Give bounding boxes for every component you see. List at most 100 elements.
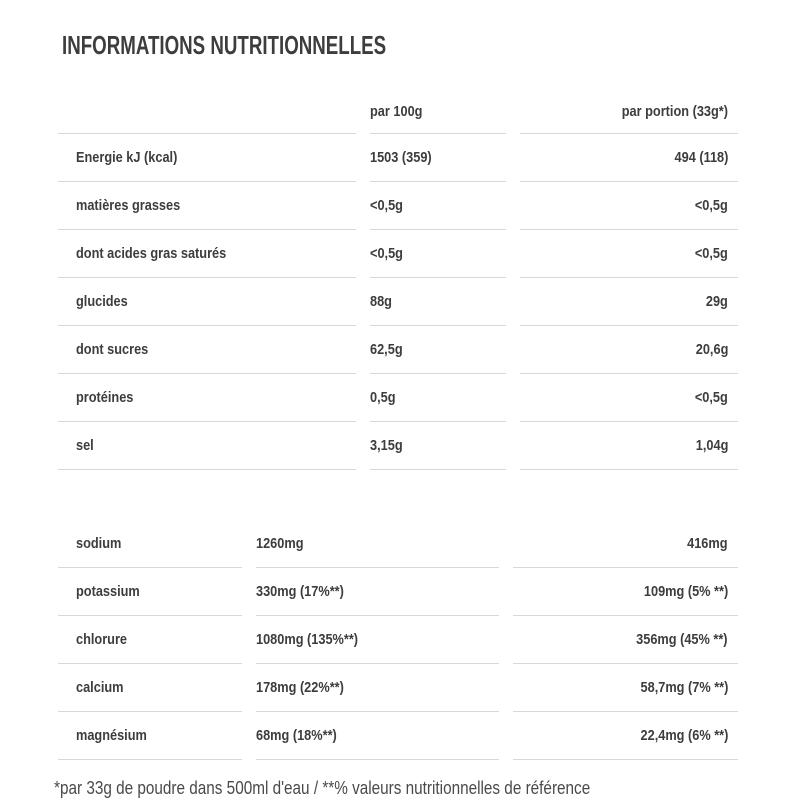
per100g-cell: <0,5g <box>370 230 506 278</box>
row-label: glucides <box>76 293 128 310</box>
column-gap <box>506 278 520 326</box>
table-row-glucides: glucides 88g 29g <box>58 278 738 326</box>
value-per-portion: 58,7mg (7% **) <box>640 679 728 696</box>
column-gap <box>242 520 256 568</box>
per100g-cell: 1503 (359) <box>370 134 506 182</box>
value-per-100g: 330mg (17%**) <box>256 583 344 600</box>
label-cell: magnésium <box>58 712 242 760</box>
value-per-portion: 109mg (5% **) <box>643 583 728 600</box>
value-per-100g: 88g <box>370 293 392 310</box>
portion-cell: 416mg <box>513 520 738 568</box>
column-gap <box>506 134 520 182</box>
row-label: calcium <box>76 679 124 696</box>
table-row-sel: sel 3,15g 1,04g <box>58 422 738 470</box>
column-gap <box>506 89 520 134</box>
row-label: dont sucres <box>76 341 149 358</box>
portion-cell: 20,6g <box>520 326 738 374</box>
page-title-text: INFORMATIONS NUTRITIONNELLES <box>62 30 387 60</box>
value-per-portion: 356mg (45% **) <box>636 631 728 648</box>
value-per-100g: <0,5g <box>370 197 403 214</box>
table-row-calcium: calcium 178mg (22%**) 58,7mg (7% **) <box>58 664 738 712</box>
column-header-portion: par portion (33g*) <box>621 102 728 120</box>
column-gap <box>356 374 370 422</box>
label-cell: chlorure <box>58 616 242 664</box>
footnote: *par 33g de poudre dans 500ml d'eau / **… <box>54 778 685 799</box>
portion-cell: 1,04g <box>520 422 738 470</box>
footnote-text: *par 33g de poudre dans 500ml d'eau / **… <box>54 778 591 798</box>
value-per-portion: 494 (118) <box>674 149 728 166</box>
column-gap <box>242 568 256 616</box>
row-label: matières grasses <box>76 197 181 214</box>
value-per-portion: 22,4mg (6% **) <box>640 727 728 744</box>
per100g-cell: 68mg (18%**) <box>256 712 499 760</box>
value-per-portion: 416mg <box>687 535 728 552</box>
column-gap <box>506 230 520 278</box>
table-row-proteines: protéines 0,5g <0,5g <box>58 374 738 422</box>
per100g-cell: 178mg (22%**) <box>256 664 499 712</box>
row-label: protéines <box>76 389 134 406</box>
per100g-cell: 88g <box>370 278 506 326</box>
value-per-100g: <0,5g <box>370 245 403 262</box>
value-per-100g: 62,5g <box>370 341 403 358</box>
portion-cell: <0,5g <box>520 374 738 422</box>
page-title: INFORMATIONS NUTRITIONNELLES <box>62 30 512 61</box>
table-row-potassium: potassium 330mg (17%**) 109mg (5% **) <box>58 568 738 616</box>
column-gap <box>356 422 370 470</box>
portion-cell: 109mg (5% **) <box>513 568 738 616</box>
per100g-cell: 330mg (17%**) <box>256 568 499 616</box>
label-cell: dont acides gras saturés <box>58 230 356 278</box>
per100g-cell: 0,5g <box>370 374 506 422</box>
row-label: sel <box>76 437 94 454</box>
table-row-sucres: dont sucres 62,5g 20,6g <box>58 326 738 374</box>
value-per-100g: 1080mg (135%**) <box>256 631 359 648</box>
portion-cell: 494 (118) <box>520 134 738 182</box>
label-cell: sel <box>58 422 356 470</box>
column-gap <box>506 326 520 374</box>
label-cell: matières grasses <box>58 182 356 230</box>
table-row-sodium: sodium 1260mg 416mg <box>58 520 738 568</box>
table-row-energie: Energie kJ (kcal) 1503 (359) 494 (118) <box>58 134 738 182</box>
nutrition-table-minerals: sodium 1260mg 416mg potassium 330mg (17%… <box>58 520 738 760</box>
column-gap <box>356 182 370 230</box>
column-gap <box>242 664 256 712</box>
portion-cell: 58,7mg (7% **) <box>513 664 738 712</box>
row-label: Energie kJ (kcal) <box>76 149 178 166</box>
column-gap <box>499 520 513 568</box>
portion-cell: <0,5g <box>520 182 738 230</box>
row-label: chlorure <box>76 631 128 648</box>
column-gap <box>506 374 520 422</box>
label-cell: calcium <box>58 664 242 712</box>
per100g-cell: 3,15g <box>370 422 506 470</box>
row-label: magnésium <box>76 727 147 744</box>
column-gap <box>506 182 520 230</box>
label-cell: dont sucres <box>58 326 356 374</box>
portion-cell: 356mg (45% **) <box>513 616 738 664</box>
value-per-portion: <0,5g <box>695 245 728 262</box>
value-per-100g: 68mg (18%**) <box>256 727 337 744</box>
column-gap <box>356 326 370 374</box>
value-per-100g: 1260mg <box>256 535 304 552</box>
value-per-portion: 1,04g <box>695 437 728 454</box>
header-cell-portion: par portion (33g*) <box>520 89 738 134</box>
column-gap <box>242 712 256 760</box>
column-gap <box>499 712 513 760</box>
portion-cell: 29g <box>520 278 738 326</box>
per100g-cell: <0,5g <box>370 182 506 230</box>
column-header-per100g: par 100g <box>370 102 423 120</box>
value-per-portion: <0,5g <box>695 389 728 406</box>
column-gap <box>506 422 520 470</box>
row-label: sodium <box>76 535 122 552</box>
label-cell: Energie kJ (kcal) <box>58 134 356 182</box>
table-row-matieres-grasses: matières grasses <0,5g <0,5g <box>58 182 738 230</box>
per100g-cell: 62,5g <box>370 326 506 374</box>
column-gap <box>242 616 256 664</box>
table-row-chlorure: chlorure 1080mg (135%**) 356mg (45% **) <box>58 616 738 664</box>
column-gap <box>356 278 370 326</box>
value-per-100g: 0,5g <box>370 389 396 406</box>
column-gap <box>356 89 370 134</box>
table-header-row: par 100g par portion (33g*) <box>58 89 738 134</box>
per100g-cell: 1260mg <box>256 520 499 568</box>
label-cell: protéines <box>58 374 356 422</box>
table-row-magnesium: magnésium 68mg (18%**) 22,4mg (6% **) <box>58 712 738 760</box>
value-per-portion: <0,5g <box>695 197 728 214</box>
